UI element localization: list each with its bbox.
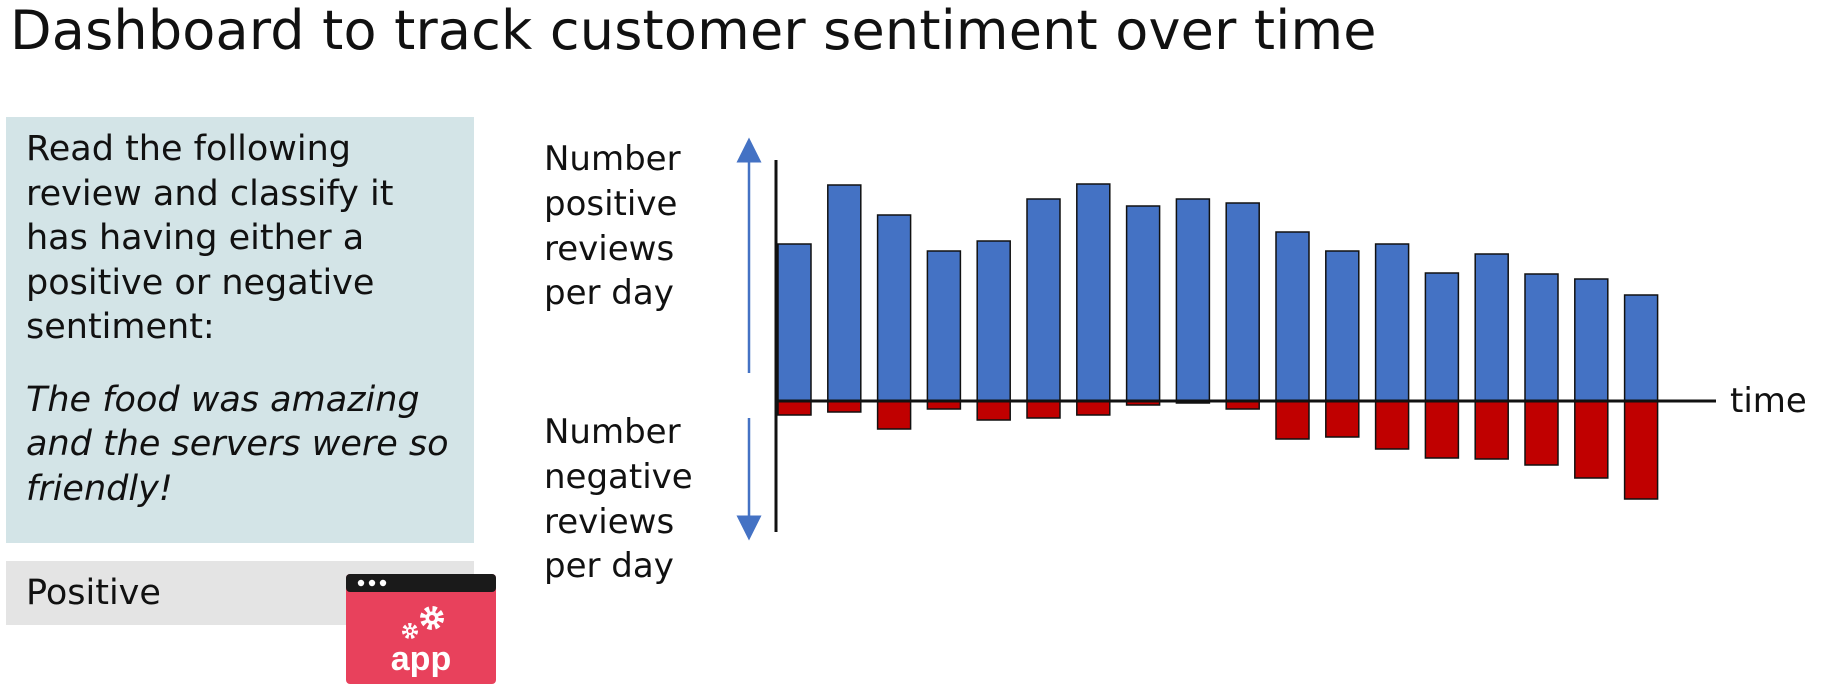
prompt-review-text: The food was amazing and the servers wer… [26,379,449,509]
negative-bar [1574,400,1609,479]
negative-bar [1474,400,1509,460]
positive-bar [976,240,1011,402]
positive-axis-label-line: per day [544,273,674,313]
prompt-box: Read the following review and classify i… [6,117,474,543]
positive-bar [1275,231,1310,402]
positive-bar [1076,183,1111,402]
negative-bar [1424,400,1460,459]
app-window-titlebar [346,574,496,592]
time-axis-label: time [1730,381,1807,421]
positive-bar [1175,198,1211,402]
negative-bar [1623,400,1659,500]
negative-bar [1076,400,1111,416]
negative-bar [1275,400,1310,440]
prompt-instruction: Read the following review and classify i… [26,129,394,347]
positive-axis-label-line: Number [544,139,681,179]
positive-bar [1623,294,1659,402]
positive-bar [1524,273,1559,402]
app-window-frame [346,574,496,684]
app-window-dot [379,579,387,587]
positive-axis-label: Number positive reviews per day [544,139,691,313]
negative-bar [1325,400,1360,438]
negative-bar [827,400,862,413]
positive-bar [1125,205,1161,402]
negative-axis-label-line: per day [544,546,674,586]
negative-bar [777,400,812,416]
negative-axis-label-line: Number [544,412,681,452]
positive-bar [827,184,862,402]
negative-bar [1026,400,1061,419]
positive-bar [876,214,912,402]
positive-axis-label-line: positive [544,184,677,224]
positive-bar [1325,250,1360,402]
negative-bar [1524,400,1559,466]
gear-large-icon [420,606,444,630]
bars-group [777,183,1659,500]
negative-bar [976,400,1011,421]
negative-bar [876,400,912,430]
negative-axis-label-line: reviews [544,502,674,542]
page-title: Dashboard to track customer sentiment ov… [10,0,1377,62]
app-window-dot [357,579,365,587]
gear-small-icon [402,623,418,639]
app-label: app [391,640,451,678]
positive-bar [1424,272,1460,402]
positive-axis-label-line: reviews [544,229,674,269]
positive-bar [926,250,962,402]
positive-bar [1374,243,1410,402]
positive-bar [1574,278,1609,402]
negative-bar [1374,400,1410,450]
positive-bar [1026,198,1061,402]
positive-bar [777,243,812,402]
app-window-dot [368,579,376,587]
negative-axis-label: Number negative reviews per day [544,412,704,586]
app-gears-icon: app [346,574,496,684]
positive-bar [1474,253,1509,402]
negative-axis-label-line: negative [544,457,693,497]
positive-bar [1225,202,1260,402]
